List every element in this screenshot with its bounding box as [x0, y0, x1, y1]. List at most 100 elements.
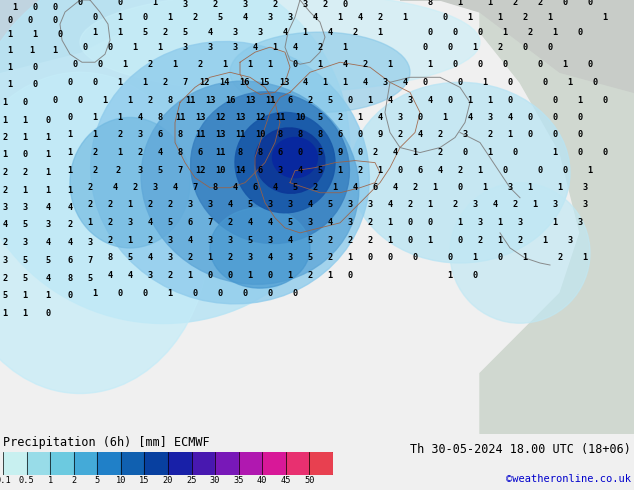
Text: 3: 3: [578, 219, 583, 227]
Text: 20: 20: [163, 476, 173, 485]
Text: 1: 1: [467, 96, 472, 105]
Text: 2: 2: [498, 43, 503, 51]
Text: 1: 1: [67, 130, 73, 139]
Text: 1: 1: [93, 130, 98, 139]
Text: 2: 2: [322, 0, 328, 8]
Text: 1: 1: [46, 186, 51, 195]
Text: 0: 0: [578, 130, 583, 139]
Text: 3: 3: [472, 200, 477, 209]
Text: 4: 4: [377, 113, 383, 122]
Text: 0: 0: [427, 219, 432, 227]
Text: 1: 1: [367, 96, 373, 105]
Text: 1: 1: [337, 166, 342, 175]
Text: 0: 0: [32, 80, 37, 89]
Text: 1: 1: [322, 78, 328, 87]
Text: 8: 8: [237, 148, 243, 157]
Text: 5: 5: [22, 273, 28, 283]
Text: 1: 1: [467, 13, 472, 22]
Text: 0: 0: [462, 148, 468, 157]
Text: 4: 4: [392, 183, 398, 192]
Text: 2: 2: [538, 0, 543, 6]
Text: 0: 0: [192, 289, 198, 297]
Text: 6: 6: [157, 130, 163, 139]
Text: 0: 0: [358, 130, 363, 139]
Text: 1: 1: [117, 13, 122, 22]
Text: 0: 0: [93, 78, 98, 87]
Bar: [215, 452, 238, 475]
Text: 1: 1: [117, 113, 122, 122]
Text: 3: 3: [367, 200, 373, 209]
Text: 1: 1: [602, 13, 607, 22]
Text: 2: 2: [367, 219, 373, 227]
Text: 1: 1: [3, 116, 8, 125]
Ellipse shape: [70, 118, 190, 248]
Text: 4: 4: [342, 60, 347, 69]
Text: 1: 1: [22, 309, 28, 318]
Text: 8: 8: [157, 113, 163, 122]
Text: 11: 11: [215, 148, 225, 157]
Bar: [98, 452, 121, 475]
Text: 4: 4: [268, 219, 273, 227]
Text: 1: 1: [342, 43, 347, 51]
Text: 2: 2: [133, 183, 138, 192]
Text: 2: 2: [367, 236, 373, 245]
Text: 8: 8: [167, 96, 172, 105]
Text: 1: 1: [542, 236, 548, 245]
Text: 5: 5: [292, 183, 297, 192]
Text: 4: 4: [493, 200, 498, 209]
Text: 50: 50: [304, 476, 314, 485]
Text: 11: 11: [184, 96, 195, 105]
Text: 0: 0: [427, 27, 432, 37]
Text: 4: 4: [507, 113, 513, 122]
Text: 2: 2: [488, 130, 493, 139]
Text: 0: 0: [552, 130, 558, 139]
Ellipse shape: [91, 42, 370, 304]
Text: 1: 1: [46, 291, 51, 299]
Text: 2: 2: [512, 200, 517, 209]
Text: 0: 0: [443, 13, 448, 22]
Text: 0: 0: [578, 113, 583, 122]
Text: 0: 0: [547, 43, 553, 51]
Text: 1: 1: [547, 13, 553, 22]
Text: 2: 2: [337, 113, 342, 122]
Text: 2: 2: [147, 96, 153, 105]
Text: 1: 1: [127, 96, 133, 105]
Text: 3: 3: [183, 0, 188, 8]
Text: 5: 5: [87, 273, 93, 283]
Text: 0: 0: [587, 60, 593, 69]
Text: 15: 15: [139, 476, 150, 485]
Text: 2: 2: [517, 236, 522, 245]
Text: 0: 0: [53, 16, 58, 24]
Text: 2: 2: [228, 219, 233, 227]
Text: 1: 1: [403, 13, 408, 22]
Text: 4: 4: [147, 253, 153, 263]
Text: 3: 3: [567, 236, 573, 245]
Text: 13: 13: [235, 113, 245, 122]
Polygon shape: [0, 0, 120, 73]
Text: 2: 2: [307, 270, 313, 280]
Text: 1: 1: [127, 200, 133, 209]
Text: 1: 1: [552, 148, 558, 157]
Bar: [145, 452, 168, 475]
Text: 1: 1: [29, 46, 35, 55]
Text: 3: 3: [22, 203, 28, 212]
Text: 4: 4: [188, 236, 193, 245]
Text: 1: 1: [412, 148, 418, 157]
Text: 5: 5: [167, 219, 172, 227]
Ellipse shape: [235, 112, 335, 213]
Text: 1: 1: [8, 80, 13, 89]
Text: 15: 15: [260, 78, 270, 87]
Text: 0: 0: [143, 289, 148, 297]
Text: 2: 2: [87, 200, 93, 209]
Text: 3: 3: [287, 200, 293, 209]
Text: 3: 3: [507, 183, 513, 192]
Text: 1: 1: [587, 166, 593, 175]
Text: 2: 2: [67, 220, 73, 229]
Text: 0: 0: [538, 60, 543, 69]
Text: 0: 0: [542, 78, 548, 87]
Text: 3: 3: [268, 200, 273, 209]
Text: 2: 2: [188, 253, 193, 263]
Text: 0: 0: [412, 253, 418, 263]
Text: 4: 4: [313, 13, 318, 22]
Text: 5: 5: [307, 236, 313, 245]
